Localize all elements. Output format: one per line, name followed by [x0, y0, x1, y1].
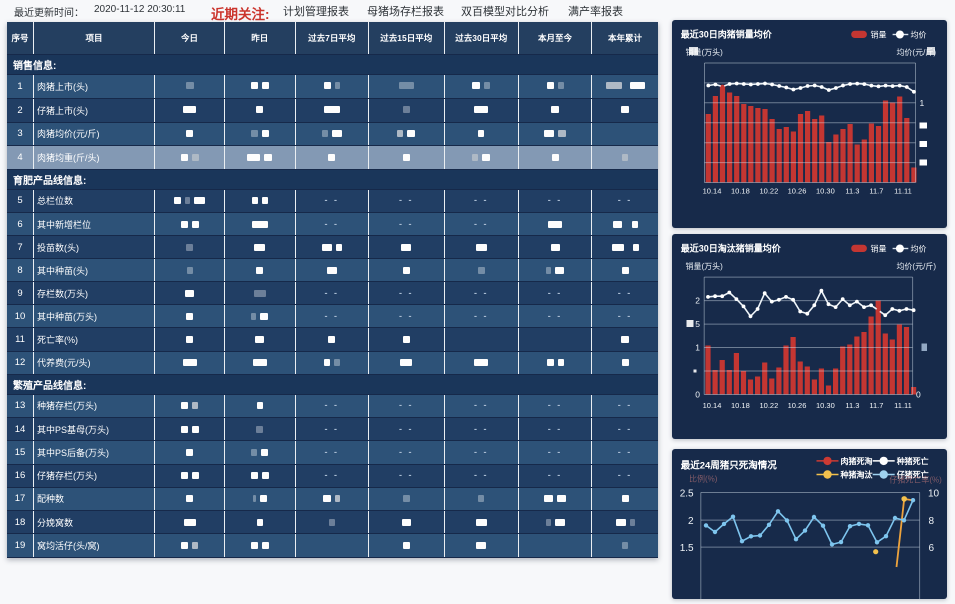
- svg-text:10.30: 10.30: [816, 187, 835, 196]
- svg-text:6: 6: [929, 543, 935, 554]
- svg-text:2.5: 2.5: [680, 488, 694, 499]
- svg-text:11.11: 11.11: [894, 401, 912, 410]
- svg-text:10: 10: [928, 488, 940, 499]
- svg-text:1.5: 1.5: [680, 543, 694, 554]
- svg-text:11.3: 11.3: [845, 187, 859, 196]
- svg-text:销量(万头): 销量(万头): [686, 47, 724, 57]
- svg-text:2: 2: [695, 296, 700, 306]
- svg-text:肉猪死淘: 肉猪死淘: [841, 456, 873, 466]
- svg-text:1: 1: [920, 98, 925, 108]
- svg-text:销量(万头): 销量(万头): [686, 261, 724, 271]
- svg-text:10.30: 10.30: [816, 401, 835, 410]
- svg-text:最近24周猪只死淘情况: 最近24周猪只死淘情况: [681, 459, 778, 471]
- svg-text:0: 0: [695, 390, 700, 400]
- svg-text:10.14: 10.14: [703, 187, 722, 196]
- svg-text:10.14: 10.14: [703, 401, 722, 410]
- svg-text:仔猪死亡率(%): 仔猪死亡率(%): [889, 474, 942, 484]
- svg-text:10.22: 10.22: [760, 401, 779, 410]
- svg-text:10.18: 10.18: [731, 401, 750, 410]
- svg-text:种猪淘汰: 种猪淘汰: [840, 469, 874, 479]
- svg-text:2: 2: [688, 516, 694, 527]
- svg-text:均价(元/斤): 均价(元/斤): [896, 261, 936, 271]
- svg-text:11.7: 11.7: [869, 187, 883, 196]
- svg-text:1: 1: [695, 343, 700, 353]
- svg-text:仔猪死亡: 仔猪死亡: [897, 469, 929, 479]
- svg-text:均价(元/斤): 均价(元/斤): [896, 47, 936, 57]
- svg-text:8: 8: [929, 516, 935, 527]
- svg-text:种猪死亡: 种猪死亡: [896, 456, 929, 466]
- svg-text:11.7: 11.7: [869, 401, 883, 410]
- svg-text:10.18: 10.18: [731, 187, 750, 196]
- svg-text:最近30日淘汰猪销量均价: 最近30日淘汰猪销量均价: [681, 243, 782, 254]
- svg-text:11.11: 11.11: [894, 187, 912, 196]
- svg-text:均价: 均价: [911, 243, 927, 253]
- svg-text:5: 5: [695, 319, 700, 329]
- svg-text:销量: 销量: [871, 29, 887, 39]
- svg-text:比例(%): 比例(%): [689, 473, 718, 483]
- svg-text:10.22: 10.22: [760, 187, 779, 196]
- svg-text:销量: 销量: [871, 243, 887, 253]
- svg-text:10.26: 10.26: [788, 187, 807, 196]
- svg-text:均价: 均价: [911, 29, 927, 39]
- svg-text:10.26: 10.26: [788, 401, 807, 410]
- svg-text:最近30日肉猪销量均价: 最近30日肉猪销量均价: [681, 29, 773, 40]
- svg-text:0: 0: [916, 390, 921, 400]
- svg-text:11.3: 11.3: [845, 401, 859, 410]
